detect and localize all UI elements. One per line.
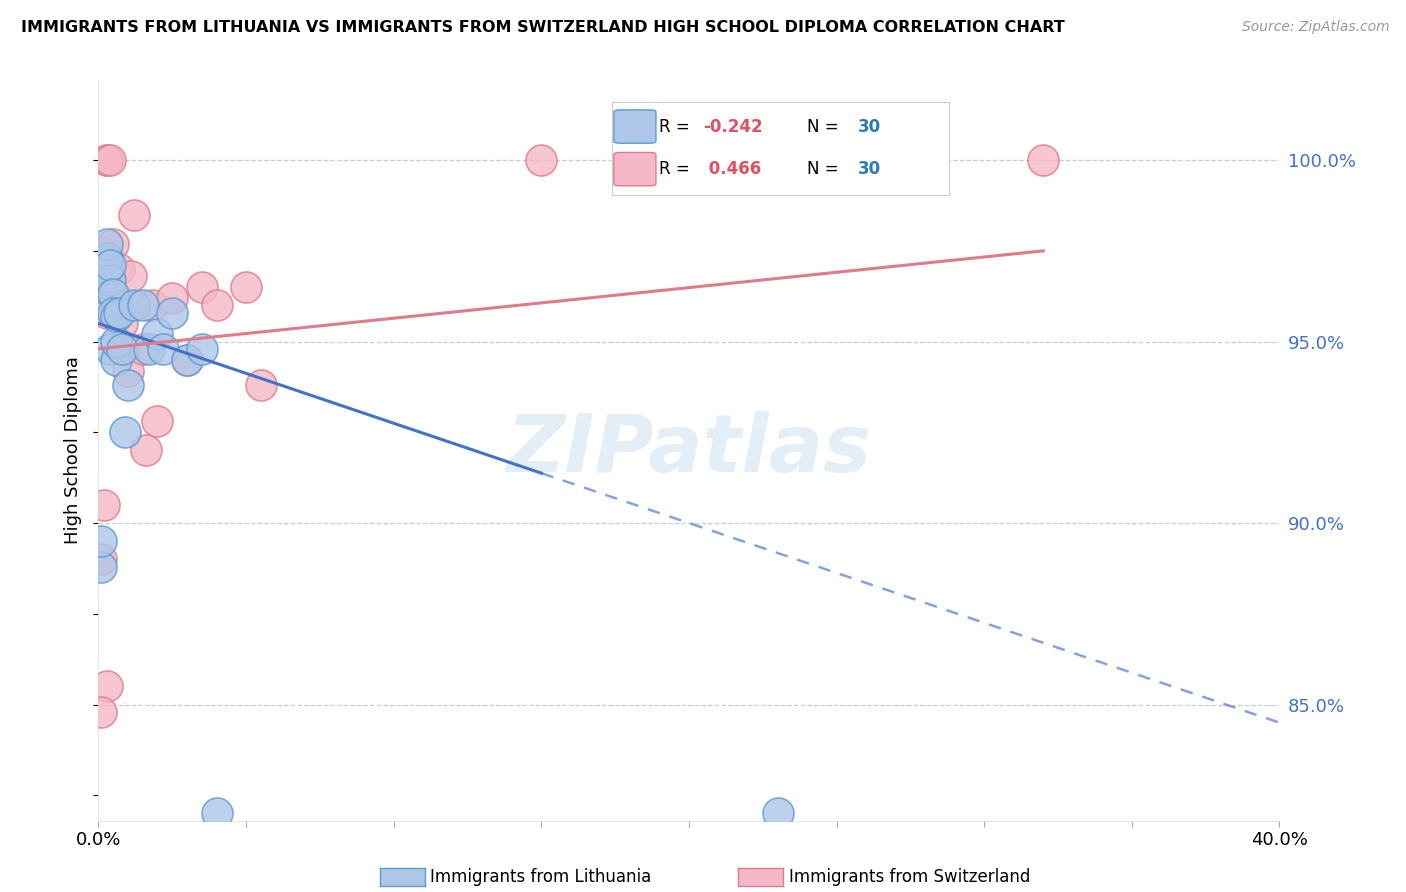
Point: [766, 806, 789, 821]
Point: [105, 334, 128, 349]
Point: [98, 258, 121, 272]
Point: [122, 208, 145, 222]
Point: [138, 342, 160, 356]
Point: [90, 705, 112, 719]
Point: [111, 317, 134, 331]
Point: [90, 244, 112, 258]
Point: [90, 280, 112, 294]
Point: [96, 679, 118, 693]
Point: [98, 342, 121, 356]
Point: [120, 269, 142, 284]
Text: Immigrants from Lithuania: Immigrants from Lithuania: [430, 868, 651, 886]
Text: Source: ZipAtlas.com: Source: ZipAtlas.com: [1241, 20, 1389, 34]
Point: [96, 236, 118, 251]
Point: [176, 352, 198, 367]
Point: [93, 269, 115, 284]
Point: [162, 291, 183, 305]
Point: [235, 280, 257, 294]
Point: [111, 342, 134, 356]
Point: [90, 559, 112, 574]
Point: [98, 273, 121, 287]
Point: [93, 254, 115, 268]
Point: [96, 262, 118, 277]
Point: [135, 443, 157, 458]
Point: [176, 352, 198, 367]
Point: [205, 806, 228, 821]
Point: [191, 280, 214, 294]
Point: [162, 305, 183, 319]
Point: [530, 153, 553, 168]
Text: Immigrants from Switzerland: Immigrants from Switzerland: [789, 868, 1031, 886]
Point: [152, 342, 174, 356]
Point: [146, 327, 169, 342]
Point: [96, 153, 118, 168]
Point: [96, 305, 118, 319]
Point: [117, 363, 139, 377]
Point: [105, 309, 128, 323]
Text: ZIPatlas: ZIPatlas: [506, 411, 872, 490]
Point: [114, 342, 136, 356]
Point: [98, 153, 121, 168]
Point: [103, 236, 125, 251]
Point: [105, 291, 128, 305]
Y-axis label: High School Diploma: High School Diploma: [65, 357, 83, 544]
Point: [108, 305, 131, 319]
Point: [103, 305, 125, 319]
Point: [96, 153, 118, 168]
Point: [90, 534, 112, 549]
Point: [191, 342, 214, 356]
Point: [93, 498, 115, 512]
Point: [132, 342, 155, 356]
Point: [103, 287, 125, 301]
Point: [114, 425, 136, 440]
Point: [90, 552, 112, 566]
Point: [96, 251, 118, 265]
Point: [1032, 153, 1054, 168]
Point: [146, 414, 169, 428]
Text: IMMIGRANTS FROM LITHUANIA VS IMMIGRANTS FROM SWITZERLAND HIGH SCHOOL DIPLOMA COR: IMMIGRANTS FROM LITHUANIA VS IMMIGRANTS …: [21, 20, 1064, 35]
Point: [132, 298, 155, 312]
Point: [108, 262, 131, 277]
Point: [141, 298, 163, 312]
Point: [122, 298, 145, 312]
Point: [93, 280, 115, 294]
Point: [250, 378, 273, 392]
Point: [205, 298, 228, 312]
Point: [117, 378, 139, 392]
Point: [105, 352, 128, 367]
